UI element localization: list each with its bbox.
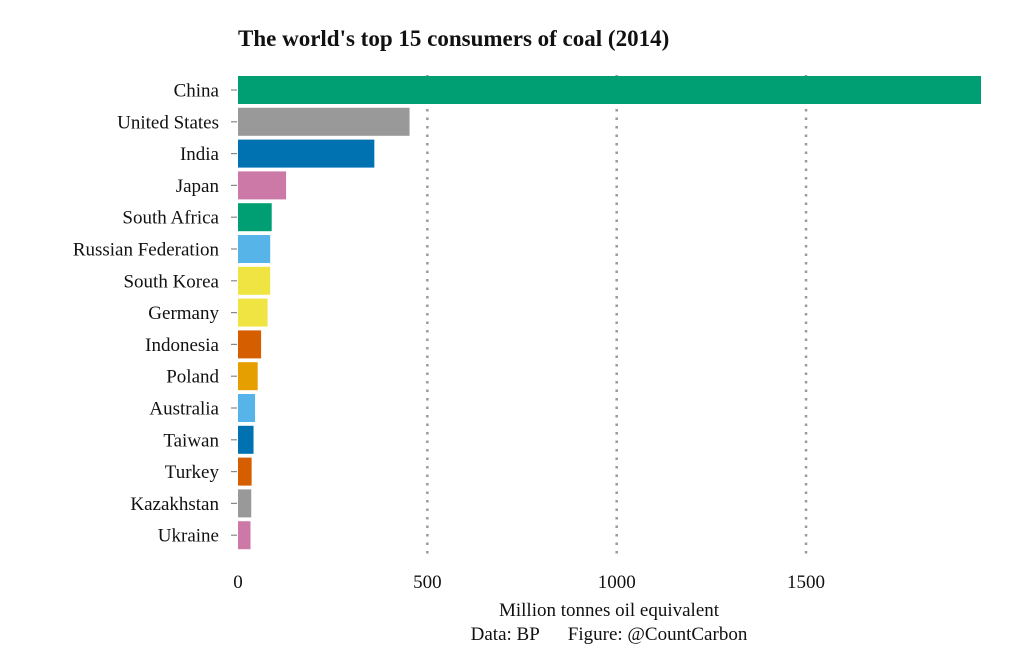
grid-lines <box>426 75 808 556</box>
bar <box>238 330 262 359</box>
bar <box>238 394 256 422</box>
x-tick-label: 0 <box>233 572 243 593</box>
x-tick-labels: 0 500 1000 1500 <box>233 572 825 593</box>
bar <box>238 489 252 518</box>
bar <box>238 107 410 136</box>
bar <box>238 425 254 454</box>
bar <box>238 139 375 168</box>
bar <box>238 362 258 391</box>
y-tick-label: Russian Federation <box>73 240 220 261</box>
y-tick-label: United States <box>117 112 219 133</box>
x-tick-label: 1000 <box>598 572 636 593</box>
bar <box>238 203 272 232</box>
x-tick-label: 500 <box>413 572 442 593</box>
y-tick-label: Ukraine <box>158 526 219 547</box>
y-tick-labels: China United States India Japan South Africa… <box>73 81 237 547</box>
bar <box>238 521 251 550</box>
bars <box>238 76 981 550</box>
y-tick-label: China <box>174 81 220 102</box>
y-tick-label: India <box>180 144 220 165</box>
y-tick-label: Germany <box>148 303 219 324</box>
x-tick-label: 1500 <box>787 572 825 593</box>
credits: Data: BP Figure: @CountCarbon <box>0 624 1024 646</box>
y-tick-label: Turkey <box>165 462 220 483</box>
bar <box>238 266 271 295</box>
y-tick-label: South Africa <box>122 208 219 229</box>
y-tick-label: South Korea <box>123 271 219 292</box>
bar <box>238 235 271 263</box>
y-tick-label: Japan <box>176 176 220 197</box>
bar <box>238 298 268 327</box>
y-tick-label: Taiwan <box>163 430 219 451</box>
data-source: Data: BP <box>470 624 540 645</box>
chart-title: The world's top 15 consumers of coal (20… <box>238 26 670 51</box>
x-axis-label: Million tonnes oil equivalent <box>498 600 720 621</box>
bar <box>238 76 981 104</box>
y-tick-label: Indonesia <box>145 335 219 356</box>
bar <box>238 457 252 486</box>
y-tick-label: Australia <box>149 399 219 420</box>
figure-credit: Figure: @CountCarbon <box>567 624 748 645</box>
y-tick-label: Kazakhstan <box>130 494 219 515</box>
bar <box>238 171 287 200</box>
y-tick-label: Poland <box>166 367 219 388</box>
